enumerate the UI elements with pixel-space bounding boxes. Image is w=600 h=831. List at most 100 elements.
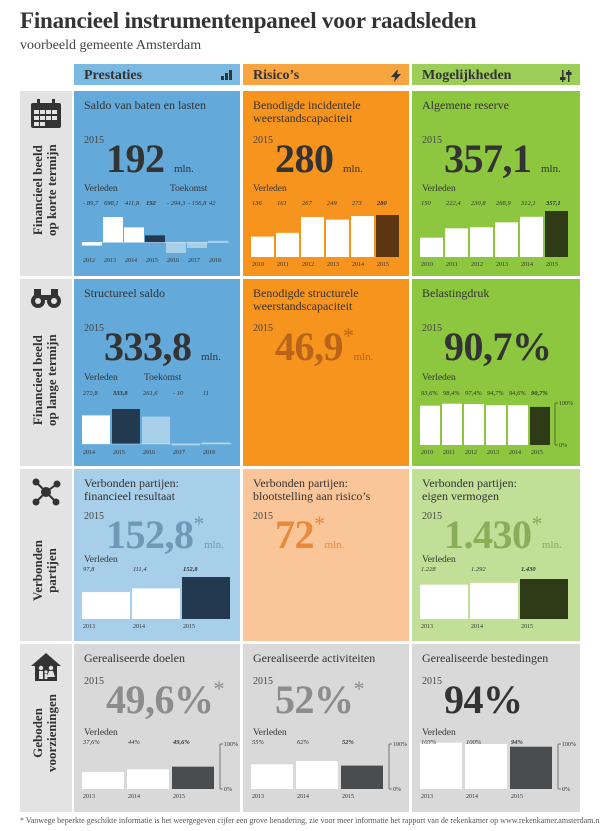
cell-belastingdruk: Belastingdruk 2015 90,7% Verleden 93,6% 2…	[412, 279, 580, 466]
bar	[82, 772, 124, 789]
tick-label: 2014	[466, 794, 478, 800]
data-label: 192	[146, 200, 157, 207]
bar	[166, 242, 186, 253]
bar	[420, 742, 462, 789]
tick-label: 2015	[531, 450, 543, 456]
bar	[470, 582, 518, 619]
bar	[326, 219, 349, 257]
data-label: 357,1	[545, 200, 561, 207]
bar	[187, 242, 207, 249]
data-label: 333,8	[112, 390, 128, 397]
bar	[495, 222, 518, 257]
data-label: 1.228	[421, 566, 436, 573]
data-label: - 294,3	[167, 200, 186, 207]
bar	[276, 232, 299, 257]
bar	[251, 764, 293, 789]
kpi-value: 1.430*mln.	[444, 511, 562, 557]
data-label: 94%	[511, 739, 524, 746]
data-label: 261,6	[143, 390, 158, 397]
data-label: - 156,8	[188, 200, 207, 207]
bar	[251, 236, 274, 257]
cell-incidentele-weerstandscapaciteit: Benodigde incidentele weerstandscapacitei…	[243, 91, 409, 276]
data-label: - 10	[173, 390, 184, 397]
past-label: Verleden	[422, 555, 456, 565]
y-tick-label: 0%	[393, 787, 401, 793]
bar	[142, 416, 170, 444]
row-label-geboden-voorzieningen: Geboden voorzieningen	[20, 644, 72, 812]
bar	[145, 235, 165, 243]
data-label: 222,4	[446, 200, 461, 207]
data-label: 52%	[342, 739, 355, 746]
tick-label: 2014	[128, 794, 140, 800]
row-label-verbonden-partijen: Verbonden partijen	[20, 469, 72, 641]
bar-chart-bestedingen: 103% 2013 100% 2014 94% 2015 100% 0%	[420, 739, 576, 800]
tick-label: 2015	[342, 794, 354, 800]
bar	[510, 746, 552, 789]
year-label: 2015	[422, 323, 442, 334]
page-subtitle: voorbeeld gemeente Amsterdam	[20, 38, 202, 53]
tick-label: 2015	[173, 794, 185, 800]
tick-label: 2015	[511, 794, 523, 800]
tick-label: 2014	[125, 258, 137, 264]
tick-label: 2013	[487, 450, 499, 456]
data-label: 273	[352, 200, 363, 207]
tick-label: 2015	[183, 624, 195, 630]
year-label: 2015	[84, 323, 104, 334]
tick-label: 2014	[521, 262, 533, 268]
year-label: 2015	[84, 676, 104, 687]
y-tick-label: 100%	[559, 401, 573, 407]
tick-label: 2013	[421, 624, 433, 630]
year-label: 2015	[253, 676, 273, 687]
tick-label: 2012	[465, 450, 477, 456]
bar	[420, 405, 440, 445]
tick-label: 2012	[471, 262, 483, 268]
column-label: Prestaties	[84, 68, 143, 83]
tick-label: 2015	[521, 624, 533, 630]
data-label: 62%	[297, 739, 310, 746]
bar	[420, 237, 443, 257]
cell-verbonden-eigen-vermogen: Verbonden partijen: eigen vermogen 2015 1…	[412, 469, 580, 641]
tick-label: 2018	[209, 258, 221, 264]
cell-title: Gerealiseerde doelen	[84, 651, 185, 665]
future-label: Toekomst	[170, 184, 208, 194]
bar	[124, 227, 144, 243]
data-label: 1.430	[521, 566, 536, 573]
footnote: * Vanwege beperkte geschikte informatie …	[20, 816, 600, 825]
tick-label: 2013	[327, 262, 339, 268]
page-title: Financieel instrumentenpaneel voor raads…	[20, 8, 477, 33]
data-label: 98,4%	[443, 390, 460, 397]
cell-structureel-saldo: Structureel saldo 2015 333,8 mln. Verled…	[74, 279, 240, 466]
bar-chart-saldo: - 89,7 2012 698,1 2013 411,8 2014 192 2015 - 294…	[82, 200, 229, 264]
sliders-icon	[560, 70, 572, 85]
tick-label: 2014	[509, 450, 521, 456]
y-tick-label: 0%	[224, 787, 232, 793]
tick-label: 2015	[146, 258, 158, 264]
bar	[208, 240, 228, 243]
data-label: 97,8	[83, 566, 95, 573]
tick-label: 2018	[203, 450, 215, 456]
cell-title: Gerealiseerde bestedingen	[422, 651, 549, 665]
kpi-value: 94%	[444, 677, 523, 722]
past-label: Verleden	[84, 373, 118, 383]
tick-label: 2012	[83, 258, 95, 264]
tick-label: 2013	[252, 794, 264, 800]
cell-title: Saldo van baten en lasten	[84, 98, 206, 112]
kpi-value: 333,8 mln.	[104, 324, 221, 369]
bar	[82, 242, 102, 246]
data-label: 268,9	[496, 200, 511, 207]
past-label: Verleden	[84, 728, 118, 738]
past-label: Verleden	[422, 184, 456, 194]
year-label: 2015	[422, 511, 442, 522]
bar	[508, 405, 528, 445]
year-label: 2015	[422, 676, 442, 687]
data-label: 150	[421, 200, 432, 207]
data-label: 42	[209, 200, 216, 207]
tick-label: 2017	[173, 450, 185, 456]
data-label: 100%	[466, 739, 482, 746]
data-label: 1.292	[471, 566, 486, 573]
past-label: Verleden	[84, 555, 118, 565]
column-header-risicos: Risico’s	[243, 64, 409, 88]
bar	[520, 579, 568, 619]
row-label-text: Financieel beeld op korte termijn	[30, 144, 59, 236]
row-label-korte-termijn: Financieel beeld op korte termijn	[20, 91, 72, 276]
